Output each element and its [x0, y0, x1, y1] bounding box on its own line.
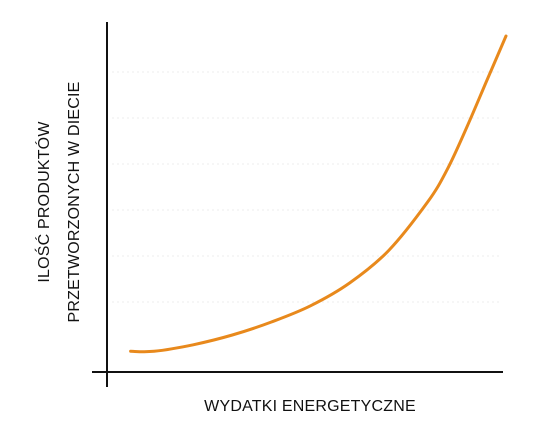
series-curve	[129, 34, 508, 354]
y-axis-label-line-2: PRZETWORZONYCH W DIECIE	[66, 81, 83, 322]
y-axis-label-line-1: ILOŚĆ PRODUKTÓW	[34, 121, 53, 283]
x-axis-label: WYDATKI ENERGETYCZNE	[204, 398, 416, 415]
gridlines	[112, 71, 500, 303]
